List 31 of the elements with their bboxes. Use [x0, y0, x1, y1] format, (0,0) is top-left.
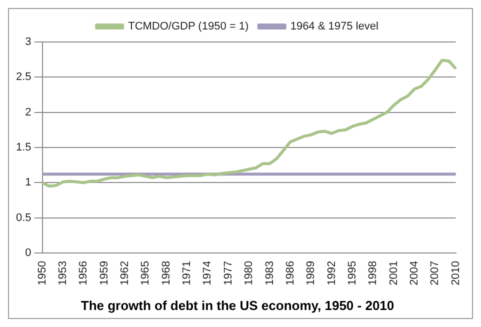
y-tick-label: 0.5: [16, 212, 32, 224]
x-tick-label: 2004: [408, 260, 420, 286]
x-tick-label: 1959: [98, 260, 110, 286]
x-tick-label: 1983: [264, 260, 276, 286]
x-tick-label: 1992: [326, 260, 338, 286]
x-tick-label: 1962: [119, 260, 132, 286]
x-tick-label: 1995: [346, 260, 358, 286]
x-tick-label: 1956: [78, 260, 90, 286]
x-tick-label: 1977: [222, 260, 234, 286]
x-tick-label: 1998: [367, 260, 380, 286]
x-tick-label: 1953: [57, 260, 69, 286]
legend-label: 1964 & 1975 level: [290, 20, 378, 33]
legend-label: TCMDO/GDP (1950 = 1): [128, 20, 249, 33]
x-tick-label: 1971: [181, 260, 194, 286]
x-tick-label: 2007: [429, 260, 442, 286]
text: The growth of debt in the US economy, 1950 - 2010: [80, 298, 394, 313]
y-tick-label: 0: [25, 246, 32, 259]
x-tick-label: 1989: [305, 260, 318, 286]
y-tick-label: 1: [25, 176, 32, 189]
y-tick-label: 3: [25, 36, 32, 48]
y-tick-label: 2.5: [16, 71, 32, 84]
x-tick-label: 1974: [202, 260, 214, 286]
x-tick-label: 2001: [388, 260, 400, 286]
y-tick-label: 1.5: [16, 141, 32, 154]
x-tick-label: 1965: [140, 260, 152, 286]
x-tick-label: 1986: [284, 260, 296, 286]
x-tick-label: 2010: [450, 260, 462, 286]
x-tick-label: 1968: [160, 260, 172, 286]
x-tick-label: 1980: [243, 260, 256, 286]
y-tick-label: 2: [25, 106, 32, 118]
x-tick-label: 1950: [36, 260, 48, 286]
